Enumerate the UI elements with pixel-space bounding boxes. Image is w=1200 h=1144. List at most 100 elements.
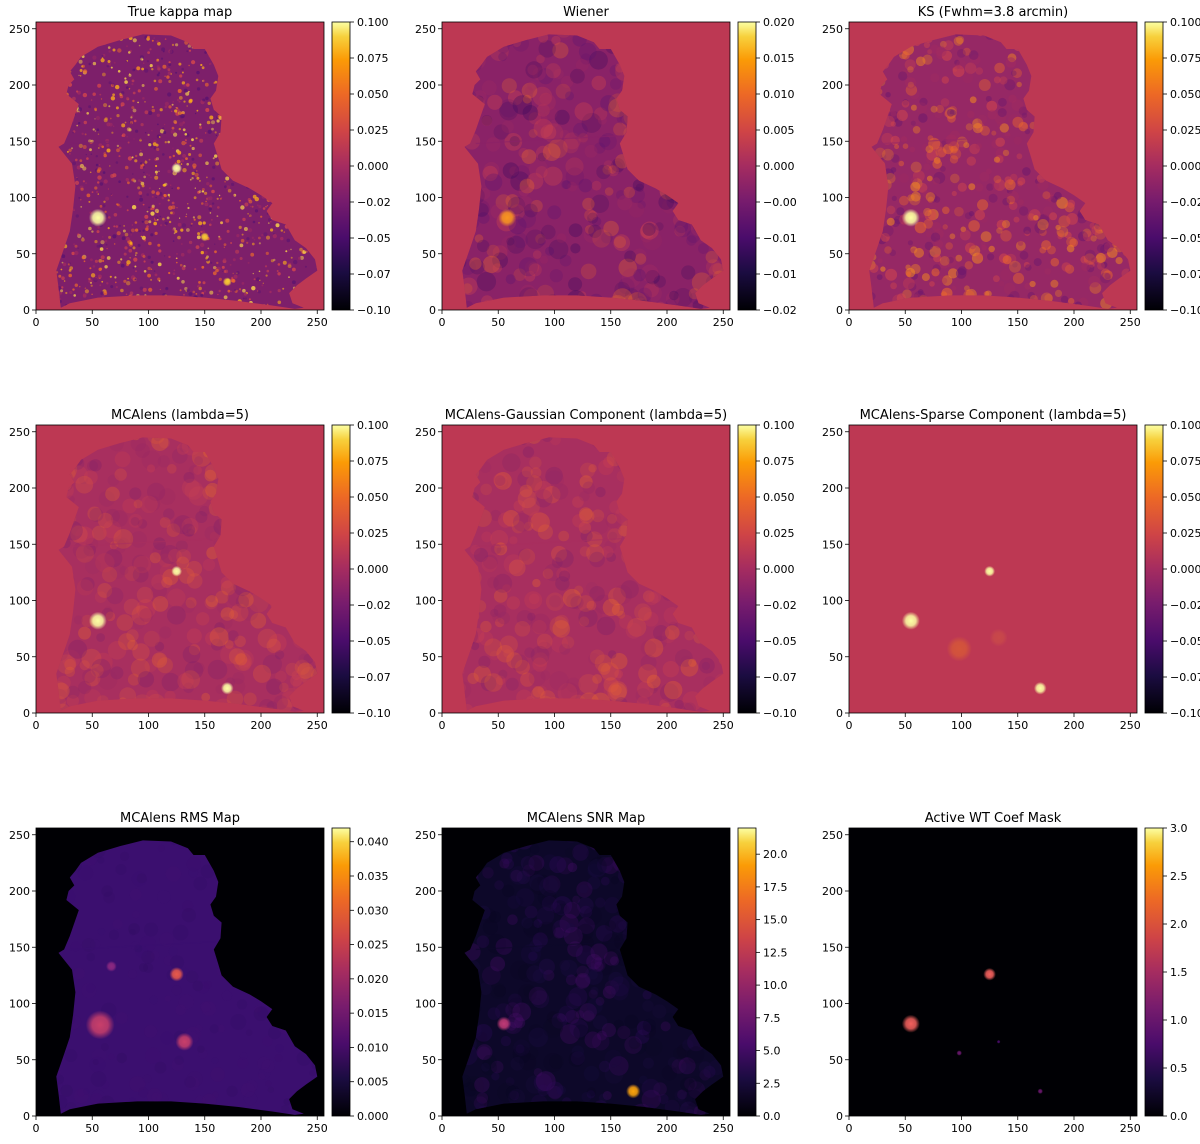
colorbar-tick-label: 1.5 [1170,966,1188,979]
y-tick-label: 50 [829,248,843,261]
x-tick-label: 0 [846,719,853,732]
x-tick-label: 100 [544,316,565,329]
peak-3 [220,681,234,695]
colorbar-tick-label: 0.005 [763,124,795,137]
y-tick-label: 0 [429,1110,436,1123]
colorbar-tick-label: −0.01 [763,268,797,281]
y-tick-label: 200 [415,79,436,92]
y-tick-label: 100 [9,998,30,1011]
colorbar-tick-label: 0.5 [1170,1062,1188,1075]
x-tick-label: 200 [251,316,272,329]
colorbar-tick-label: 0.050 [357,88,389,101]
x-tick-label: 200 [657,1122,678,1135]
colorbar-tick-label: 0.035 [357,870,389,883]
colorbar-tick-label: 10.0 [763,979,788,992]
colorbar-tick-label: −0.10 [1170,304,1200,317]
x-tick-label: 250 [307,316,328,329]
colorbar-tick-label: 0.000 [763,563,795,576]
y-tick-label: 250 [415,23,436,36]
colorbar-tick-label: −0.07 [357,268,391,281]
y-tick-label: 50 [422,1054,436,1067]
x-tick-label: 100 [951,719,972,732]
peak-4 [1037,1088,1043,1094]
y-tick-label: 200 [9,885,30,898]
colorbar-tick-label: 0.025 [357,939,389,952]
colorbar-tick-label: 0.025 [1170,527,1200,540]
x-tick-label: 200 [657,719,678,732]
colorbar-tick-label: 0.010 [357,1041,389,1054]
colorbar [332,828,350,1116]
x-tick-label: 50 [85,1122,99,1135]
peak-4 [105,960,117,972]
chart-title: MCAlens-Gaussian Component (lambda=5) [445,408,727,423]
colorbar-tick-label: 0.075 [357,455,389,468]
x-tick-label: 200 [1064,1122,1085,1135]
x-tick-label: 0 [439,719,446,732]
colorbar-tick-label: 0.030 [357,904,389,917]
x-tick-label: 150 [194,719,215,732]
chart-title: MCAlens (lambda=5) [111,408,249,423]
colorbar-tick-label: 0.075 [357,52,389,65]
peak-2 [984,565,996,577]
colorbar [738,828,756,1116]
colorbar-tick-label: −0.02 [763,599,797,612]
chart-title: MCAlens-Sparse Component (lambda=5) [860,408,1127,423]
x-tick-label: 200 [1064,316,1085,329]
y-tick-label: 50 [829,651,843,664]
x-tick-label: 150 [1007,1122,1028,1135]
x-tick-label: 200 [251,719,272,732]
peak-5 [989,628,1008,647]
colorbar-tick-label: 0.020 [357,973,389,986]
y-tick-label: 0 [23,707,30,720]
colorbar-tick-label: −0.07 [1170,268,1200,281]
colorbar-tick-label: 0.075 [1170,52,1200,65]
colorbar-tick-label: 0.075 [1170,455,1200,468]
plot-frame [848,827,1138,1117]
colorbar-tick-label: 0.100 [1170,16,1200,29]
colorbar [738,425,756,713]
colorbar-tick-label: 0.040 [357,836,389,849]
colorbar-tick-label: 0.025 [357,527,389,540]
colorbar-tick-label: −0.05 [1170,635,1200,648]
y-tick-label: 100 [822,998,843,1011]
colorbar-tick-label: 15.0 [763,914,788,927]
y-tick-label: 250 [9,23,30,36]
chart-title: MCAlens RMS Map [120,811,240,826]
x-tick-label: 250 [1120,316,1141,329]
x-tick-label: 0 [33,316,40,329]
colorbar-tick-label: −0.00 [763,196,797,209]
x-tick-label: 150 [600,316,621,329]
plot-frame [848,21,1138,311]
x-tick-label: 150 [1007,316,1028,329]
colorbar-tick-label: 20.0 [763,848,788,861]
peak-2 [983,967,996,981]
colorbar-tick-label: −0.01 [763,232,797,245]
colorbar-frame [331,827,351,1117]
plot-frame [441,424,731,714]
y-tick-label: 0 [23,1110,30,1123]
x-tick-label: 50 [491,1122,505,1135]
chart-title: MCAlens SNR Map [527,811,646,826]
x-tick-label: 250 [307,719,328,732]
colorbar-tick-label: 5.0 [763,1045,781,1058]
chart-title: True kappa map [127,5,233,20]
y-tick-label: 0 [836,1110,843,1123]
x-tick-label: 150 [194,1122,215,1135]
y-tick-label: 0 [429,707,436,720]
y-tick-label: 100 [415,998,436,1011]
y-tick-label: 250 [415,426,436,439]
y-tick-label: 200 [415,482,436,495]
y-tick-label: 150 [9,941,30,954]
heatmap-image [901,967,1043,1094]
y-tick-label: 50 [16,248,30,261]
plot-frame [441,21,731,311]
colorbar-tick-label: −0.10 [763,707,797,720]
colorbar-tick-label: 0.000 [357,160,389,173]
colorbar-tick-label: 0.025 [763,527,795,540]
survey-footprint [462,34,724,309]
x-tick-label: 50 [491,316,505,329]
colorbar-tick-label: −0.05 [1170,232,1200,245]
panel-3: KS (Fwhm=3.8 arcmin) 0 50 100 150 200 250 0 50 10… [822,5,1200,329]
x-tick-label: 200 [657,316,678,329]
y-tick-label: 150 [9,538,30,551]
